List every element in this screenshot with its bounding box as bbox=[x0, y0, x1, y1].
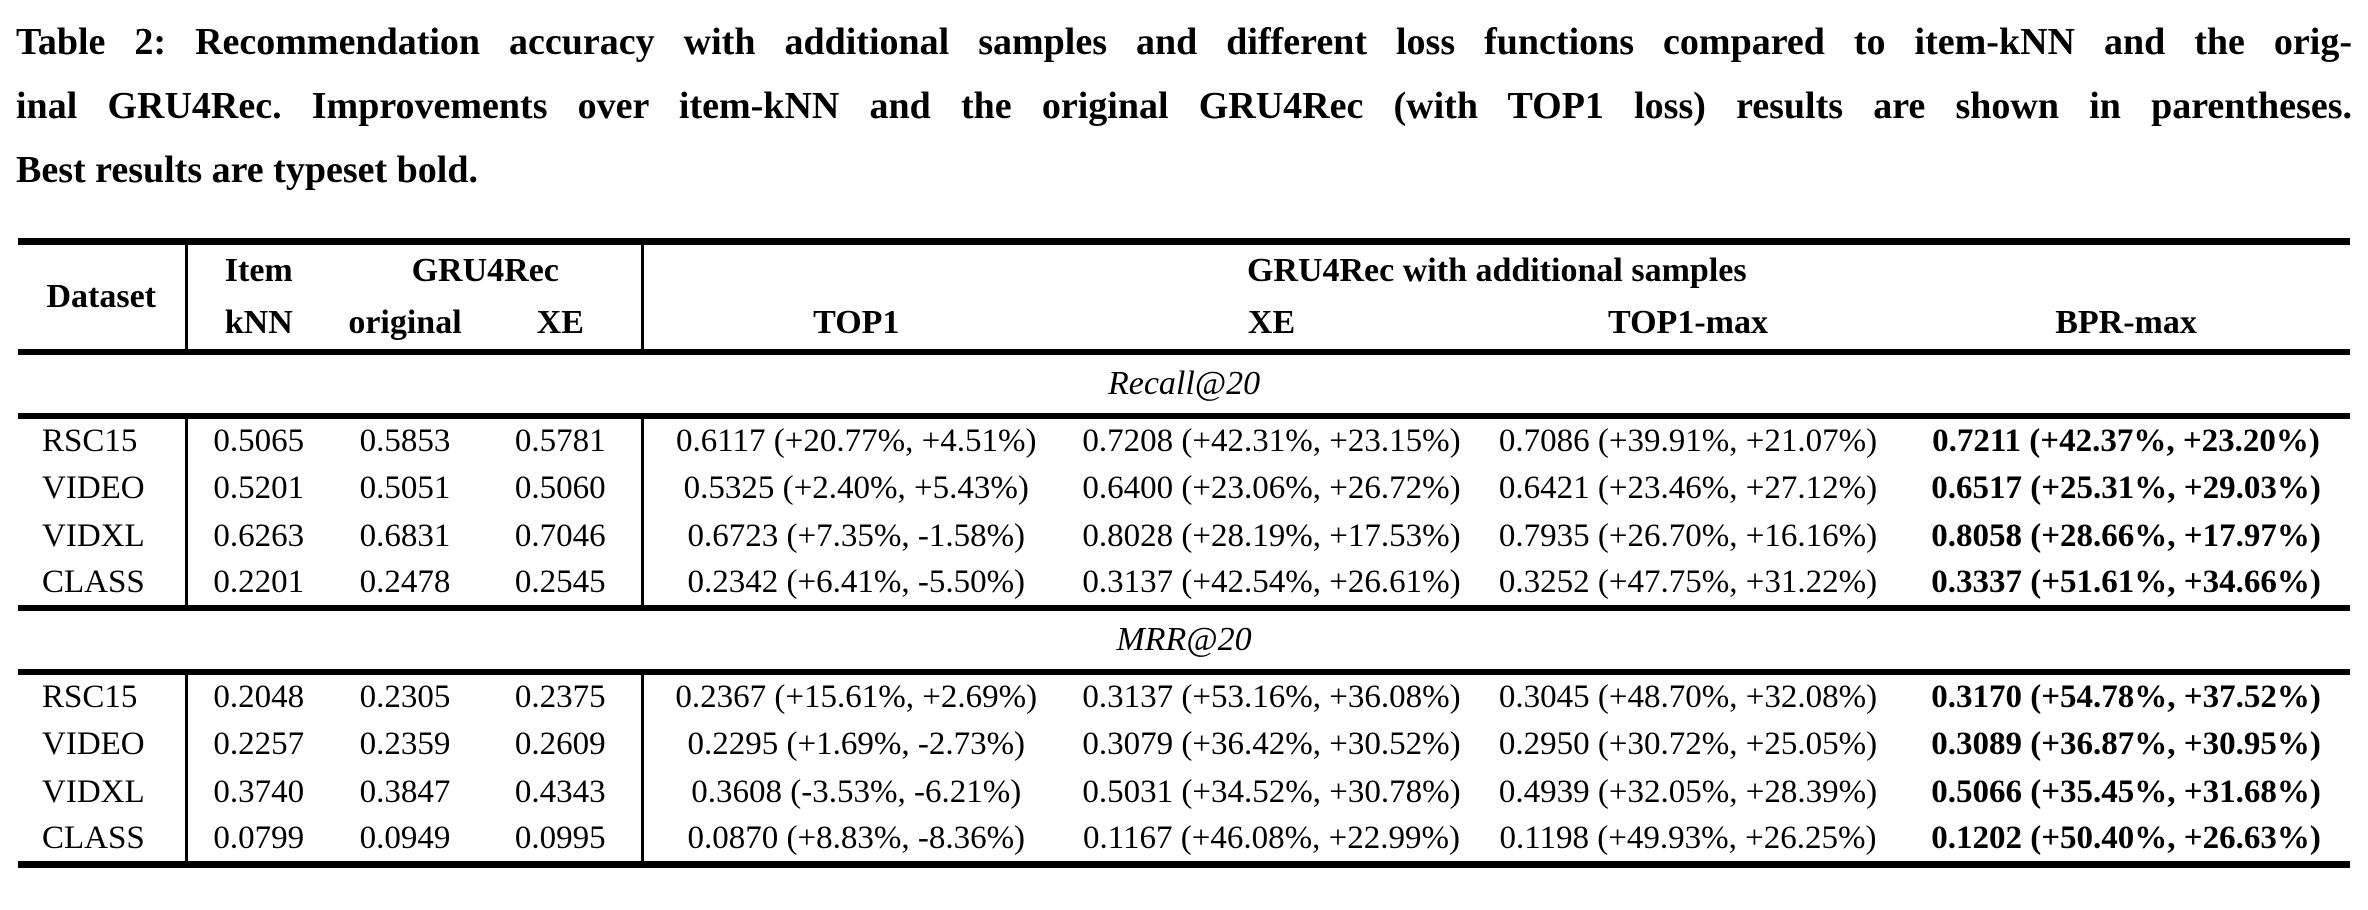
xe-cell: 0.5031 (+34.52%, +30.78%) bbox=[1082, 773, 1461, 810]
top1-max-cell: 0.2950 (+30.72%, +25.05%) bbox=[1498, 725, 1878, 762]
gru-original-cell: 0.6831 bbox=[359, 517, 451, 554]
item-knn-cell: 0.2257 bbox=[213, 725, 305, 762]
top1-max-cell: 0.7935 (+26.70%, +16.16%) bbox=[1498, 517, 1878, 554]
caption-line-1: Table 2: Recommendation accuracy with ad… bbox=[16, 21, 2352, 63]
xe-cell: 0.8028 (+28.19%, +17.53%) bbox=[1082, 517, 1461, 554]
section-row-mrr20: MRR@20 bbox=[18, 605, 2351, 675]
bpr-max-cell: 0.6517 (+25.31%, +29.03%) bbox=[1931, 469, 2321, 506]
gru-xe-cell: 0.5060 bbox=[480, 464, 644, 512]
top1-cell: 0.5325 (+2.40%, +5.43%) bbox=[683, 469, 1029, 506]
gru-original-cell: 0.5051 bbox=[359, 469, 451, 506]
table-caption: Table 2: Recommendation accuracy with ad… bbox=[0, 0, 2368, 202]
results-table: Dataset Item kNN GRU4Rec GRU4Rec with ad… bbox=[18, 238, 2351, 868]
col-header-top1: TOP1 bbox=[642, 296, 1070, 356]
xe-cell: 0.3137 (+53.16%, +36.08%) bbox=[1082, 679, 1461, 715]
col-header-item-knn-line2: kNN bbox=[224, 304, 293, 341]
top1-max-cell: 0.3045 (+48.70%, +32.08%) bbox=[1498, 679, 1878, 715]
bpr-max-cell: 0.3337 (+51.61%, +34.66%) bbox=[1931, 564, 2321, 600]
bpr-max-cell: 0.1202 (+50.40%, +26.63%) bbox=[1931, 819, 2321, 856]
col-header-item-knn-line1: Item bbox=[224, 252, 293, 289]
bpr-max-cell: 0.7211 (+42.37%, +23.20%) bbox=[1932, 423, 2320, 459]
table-row-mrr-video: VIDEO 0.2257 0.2359 0.2609 0.2295 (+1.69… bbox=[18, 720, 2350, 768]
table-row-recall-video: VIDEO 0.5201 0.5051 0.5060 0.5325 (+2.40… bbox=[18, 464, 2350, 512]
dataset-cell: RSC15 bbox=[18, 672, 188, 720]
gru-xe-cell: 0.2609 bbox=[480, 720, 644, 768]
bpr-max-cell: 0.8058 (+28.66%, +17.97%) bbox=[1931, 517, 2321, 554]
col-header-original: original bbox=[330, 296, 480, 356]
section-label-recall20: Recall@20 bbox=[18, 349, 2351, 419]
col-group-gru4rec: GRU4Rec bbox=[330, 241, 644, 297]
dataset-cell: VIDEO bbox=[18, 464, 188, 512]
dataset-cell: VIDEO bbox=[18, 720, 188, 768]
gru-original-cell: 0.3847 bbox=[359, 773, 451, 810]
top1-max-cell: 0.6421 (+23.46%, +27.12%) bbox=[1498, 469, 1878, 506]
caption-line-3: Best results are typeset bold. bbox=[16, 149, 478, 191]
col-header-item-knn: Item kNN bbox=[186, 242, 330, 353]
top1-max-cell: 0.1198 (+49.93%, +26.25%) bbox=[1499, 819, 1877, 856]
top1-cell: 0.2342 (+6.41%, -5.50%) bbox=[687, 564, 1026, 600]
table-row-mrr-vidxl: VIDXL 0.3740 0.3847 0.4343 0.3608 (-3.53… bbox=[18, 768, 2350, 816]
section-row-recall20: Recall@20 bbox=[18, 349, 2351, 419]
col-header-xe: XE bbox=[480, 296, 644, 356]
item-knn-cell: 0.5065 bbox=[213, 423, 305, 459]
gru-original-cell: 0.5853 bbox=[359, 423, 451, 459]
top1-cell: 0.2295 (+1.69%, -2.73%) bbox=[687, 725, 1026, 762]
col-group-additional-samples: GRU4Rec with additional samples bbox=[1246, 251, 1747, 289]
xe-cell: 0.1167 (+46.08%, +22.99%) bbox=[1083, 819, 1460, 856]
top1-cell: 0.6117 (+20.77%, +4.51%) bbox=[676, 423, 1037, 459]
top1-cell: 0.3608 (-3.53%, -6.21%) bbox=[691, 773, 1022, 810]
table-row-recall-class: CLASS 0.2201 0.2478 0.2545 0.2342 (+6.41… bbox=[18, 560, 2350, 608]
table-row-mrr-rsc15: RSC15 0.2048 0.2305 0.2375 0.2367 (+15.6… bbox=[18, 672, 2350, 720]
item-knn-cell: 0.2048 bbox=[213, 679, 305, 715]
caption-line-2: inal GRU4Rec. Improvements over item-kNN… bbox=[16, 85, 2352, 127]
table-row-recall-rsc15: RSC15 0.5065 0.5853 0.5781 0.6117 (+20.7… bbox=[18, 416, 2350, 464]
item-knn-cell: 0.0799 bbox=[213, 819, 305, 856]
top1-cell: 0.0870 (+8.83%, -8.36%) bbox=[687, 819, 1026, 856]
dataset-cell: VIDXL bbox=[18, 768, 188, 816]
xe-cell: 0.7208 (+42.31%, +23.15%) bbox=[1082, 423, 1461, 459]
top1-cell: 0.2367 (+15.61%, +2.69%) bbox=[675, 679, 1038, 715]
xe-cell: 0.3137 (+42.54%, +26.61%) bbox=[1082, 564, 1461, 600]
gru-original-cell: 0.2305 bbox=[359, 679, 451, 715]
dataset-cell: CLASS bbox=[18, 816, 188, 864]
section-label-mrr20: MRR@20 bbox=[18, 605, 2351, 675]
item-knn-cell: 0.2201 bbox=[213, 564, 305, 600]
top1-max-cell: 0.3252 (+47.75%, +31.22%) bbox=[1498, 564, 1878, 600]
item-knn-cell: 0.5201 bbox=[213, 469, 305, 506]
top1-cell: 0.6723 (+7.35%, -1.58%) bbox=[687, 517, 1026, 554]
header-row-groups: Dataset Item kNN GRU4Rec GRU4Rec with ad… bbox=[18, 241, 2350, 352]
table-row-recall-vidxl: VIDXL 0.6263 0.6831 0.7046 0.6723 (+7.35… bbox=[18, 512, 2350, 560]
gru-xe-cell: 0.2375 bbox=[480, 672, 644, 720]
table-row-mrr-class: CLASS 0.0799 0.0949 0.0995 0.0870 (+8.83… bbox=[18, 816, 2350, 864]
dataset-cell: VIDXL bbox=[18, 512, 188, 560]
gru-original-cell: 0.2478 bbox=[359, 564, 451, 600]
top1-max-cell: 0.4939 (+32.05%, +28.39%) bbox=[1498, 773, 1878, 810]
dataset-cell: RSC15 bbox=[18, 416, 188, 464]
item-knn-cell: 0.6263 bbox=[213, 517, 305, 554]
col-header-top1-max: TOP1-max bbox=[1474, 296, 1903, 356]
top1-max-cell: 0.7086 (+39.91%, +21.07%) bbox=[1498, 423, 1878, 459]
dataset-cell: CLASS bbox=[18, 560, 188, 608]
gru-original-cell: 0.0949 bbox=[359, 819, 451, 856]
gru-xe-cell: 0.0995 bbox=[480, 816, 644, 864]
bpr-max-cell: 0.3170 (+54.78%, +37.52%) bbox=[1931, 679, 2321, 715]
gru-xe-cell: 0.4343 bbox=[480, 768, 644, 816]
xe-cell: 0.6400 (+23.06%, +26.72%) bbox=[1082, 469, 1461, 506]
gru-original-cell: 0.2359 bbox=[359, 725, 451, 762]
col-header-dataset: Dataset bbox=[18, 241, 188, 352]
xe-cell: 0.3079 (+36.42%, +30.52%) bbox=[1082, 725, 1461, 762]
header-row-subcolumns: original XE TOP1 XE TOP1-max BPR-max bbox=[18, 296, 2351, 356]
gru-xe-cell: 0.7046 bbox=[480, 512, 644, 560]
gru-xe-cell: 0.2545 bbox=[480, 560, 644, 608]
item-knn-cell: 0.3740 bbox=[213, 773, 305, 810]
col-header-xe-samples: XE bbox=[1069, 296, 1475, 356]
gru-xe-cell: 0.5781 bbox=[480, 416, 644, 464]
bpr-max-cell: 0.3089 (+36.87%, +30.95%) bbox=[1931, 725, 2321, 762]
bpr-max-cell: 0.5066 (+35.45%, +31.68%) bbox=[1931, 773, 2321, 810]
col-header-bpr-max: BPR-max bbox=[1902, 296, 2351, 356]
